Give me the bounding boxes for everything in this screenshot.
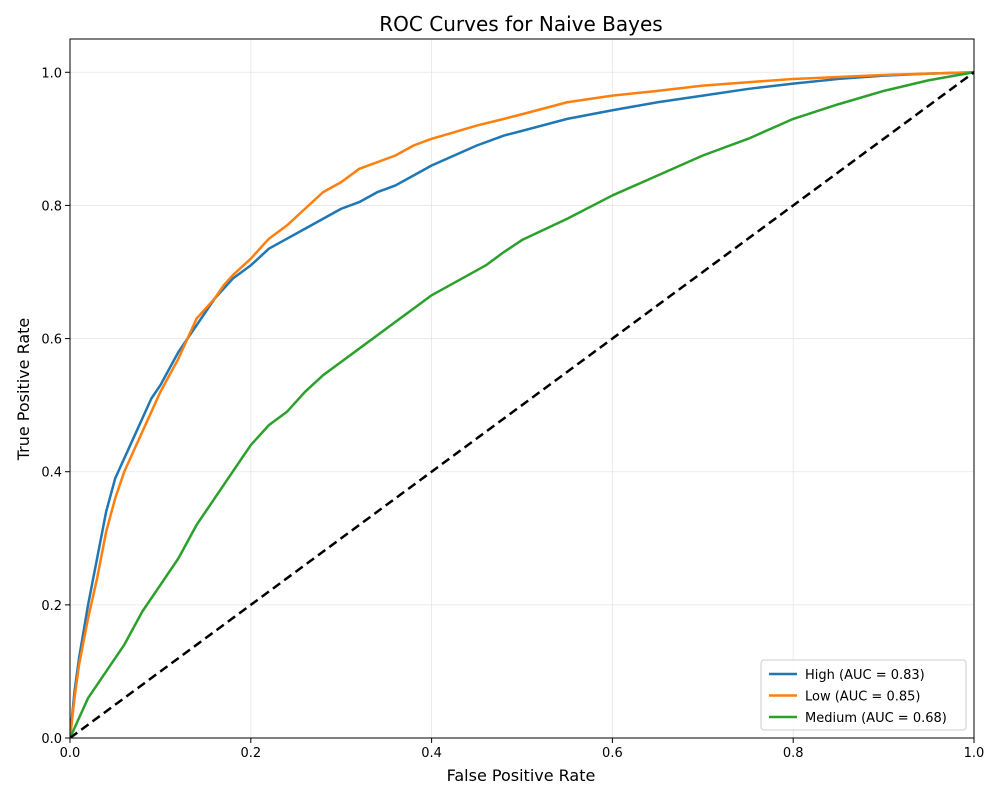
chart-title: ROC Curves for Naive Bayes: [379, 12, 662, 36]
y-axis-label: True Positive Rate: [14, 318, 33, 462]
legend: High (AUC = 0.83) Low (AUC = 0.85) Medium …: [760, 659, 967, 731]
axis-ticks: 0.0 0.2 0.4 0.6 0.8 1.0 0.0 0.2 0.4 0.6 0.8 1.0: [41, 66, 984, 761]
plot-frame: [69, 38, 975, 739]
y-tick-label: 0.8: [41, 199, 62, 214]
y-tick-label: 0.6: [41, 333, 62, 348]
diagonal-reference-line: [70, 71, 974, 738]
legend-entry: Low (AUC = 0.85): [805, 690, 920, 705]
x-tick-label: 0.8: [783, 746, 804, 761]
y-tick-label: 1.0: [41, 66, 62, 81]
series-line-2: [70, 71, 974, 738]
x-axis-label: False Positive Rate: [447, 766, 596, 785]
legend-box: [760, 659, 967, 731]
series-line-1: [70, 71, 974, 738]
x-tick-label: 0.6: [602, 746, 623, 761]
legend-entry: Medium (AUC = 0.68): [805, 711, 947, 726]
x-tick-label: 1.0: [964, 746, 985, 761]
y-tick-label: 0.0: [41, 732, 62, 747]
x-tick-label: 0.4: [421, 746, 442, 761]
y-tick-label: 0.2: [41, 599, 62, 614]
legend-entry: High (AUC = 0.83): [805, 668, 925, 683]
series-line-0: [70, 71, 974, 738]
x-tick-label: 0.2: [240, 746, 261, 761]
grid: [69, 39, 975, 739]
plot-lines: [70, 71, 974, 738]
x-tick-label: 0.0: [60, 746, 81, 761]
y-tick-label: 0.4: [41, 466, 62, 481]
